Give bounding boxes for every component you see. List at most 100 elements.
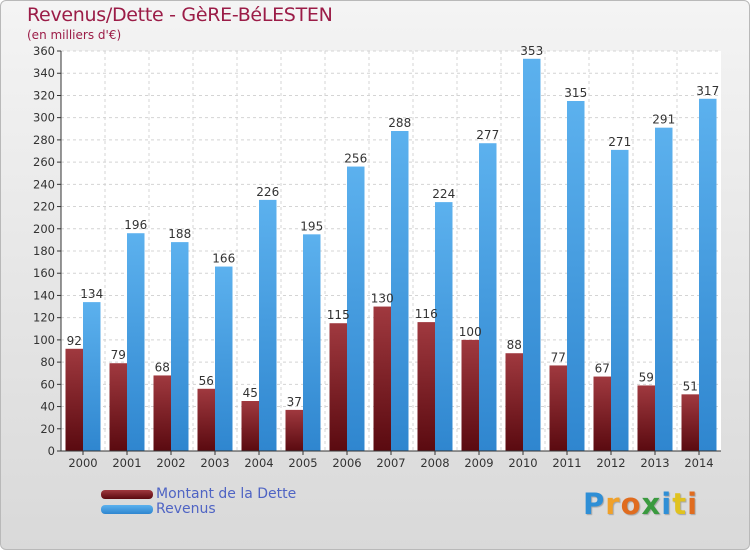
logo-letter: x (641, 487, 662, 521)
logo-letter: t (672, 487, 688, 521)
y-tick-label: 280 (33, 133, 55, 147)
label-dette-2008: 116 (415, 307, 438, 321)
label-revenus-2004: 226 (256, 185, 279, 199)
bar-dette-2001 (109, 363, 127, 451)
bar-dette-2014 (681, 394, 699, 451)
bar-revenus-2013 (655, 127, 673, 452)
logo-letter: i (687, 487, 699, 521)
label-revenus-2002: 188 (168, 227, 191, 241)
legend-swatch-debt (101, 490, 153, 499)
bar-dette-2004 (241, 401, 259, 451)
label-revenus-2001: 196 (124, 218, 147, 232)
x-tick-label-2013: 2013 (640, 456, 669, 470)
x-tick-label-2004: 2004 (244, 456, 273, 470)
label-revenus-2012: 271 (608, 135, 631, 149)
chart-title: Revenus/Dette - GèRE-BéLESTEN (27, 4, 333, 26)
label-dette-2014: 51 (683, 379, 698, 393)
label-dette-2012: 67 (595, 362, 610, 376)
label-dette-2007: 130 (371, 292, 394, 306)
y-tick-label: 60 (40, 377, 55, 391)
y-tick-label: 220 (33, 200, 55, 214)
x-tick-label-2009: 2009 (464, 456, 493, 470)
label-revenus-2000: 134 (80, 287, 103, 301)
bar-dette-2003 (197, 388, 215, 451)
x-tick-label-2002: 2002 (156, 456, 185, 470)
bar-dette-2010 (505, 353, 523, 451)
proxiti-logo: Proxiti (583, 487, 698, 521)
label-revenus-2007: 288 (388, 116, 411, 130)
bar-revenus-2004 (259, 199, 277, 451)
x-tick-label-2007: 2007 (376, 456, 405, 470)
bar-revenus-2001 (127, 233, 145, 451)
y-tick-label: 260 (33, 155, 55, 169)
bar-revenus-2009 (479, 143, 497, 451)
bar-revenus-2005 (303, 234, 321, 451)
y-tick-label: 120 (33, 311, 55, 325)
x-tick-label-2003: 2003 (200, 456, 229, 470)
y-tick-label: 100 (33, 333, 55, 347)
y-tick-label: 180 (33, 244, 55, 258)
bar-revenus-2014 (699, 98, 717, 452)
y-tick-label: 80 (40, 355, 55, 369)
label-dette-2010: 88 (507, 338, 522, 352)
bar-dette-2009 (461, 339, 479, 451)
x-tick-label-2005: 2005 (288, 456, 317, 470)
x-tick-label-2000: 2000 (68, 456, 97, 470)
label-revenus-2013: 291 (652, 113, 675, 127)
legend-label-revenus: Revenus (156, 501, 216, 517)
label-dette-2006: 115 (327, 308, 350, 322)
logo-letter: o (620, 487, 642, 521)
y-tick-label: 160 (33, 266, 55, 280)
bar-dette-2013 (637, 385, 655, 451)
y-tick-label: 0 (48, 444, 55, 458)
y-tick-label: 20 (40, 422, 55, 436)
logo-letter: i (661, 487, 673, 521)
logo-letter: P (583, 487, 606, 521)
bar-dette-2011 (549, 365, 567, 451)
x-tick-label-2001: 2001 (112, 456, 141, 470)
label-revenus-2003: 166 (212, 252, 235, 266)
label-revenus-2005: 195 (300, 219, 323, 233)
bar-revenus-2008 (435, 202, 453, 451)
legend-swatch-revenus (101, 505, 153, 514)
bar-revenus-2000 (83, 302, 101, 451)
y-tick-label: 300 (33, 111, 55, 125)
y-tick-label: 320 (33, 88, 55, 102)
y-tick-label: 140 (33, 288, 55, 302)
label-dette-2004: 45 (243, 386, 258, 400)
label-dette-2003: 56 (199, 374, 214, 388)
bar-revenus-2010 (523, 58, 541, 452)
y-tick-label: 340 (33, 66, 55, 80)
x-tick-label-2014: 2014 (684, 456, 713, 470)
label-revenus-2011: 315 (564, 86, 587, 100)
bar-dette-2007 (373, 306, 391, 451)
bar-revenus-2003 (215, 266, 233, 451)
label-revenus-2010: 353 (520, 44, 543, 58)
x-tick-label-2012: 2012 (596, 456, 625, 470)
chart-subtitle: (en milliers d'€) (27, 28, 122, 42)
bar-dette-2006 (329, 323, 347, 451)
legend-label-debt: Montant de la Dette (156, 486, 297, 502)
bar-revenus-2006 (347, 166, 365, 452)
bar-revenus-2002 (171, 242, 189, 451)
bar-dette-2012 (593, 376, 611, 451)
x-tick-label-2008: 2008 (420, 456, 449, 470)
bar-revenus-2012 (611, 149, 629, 451)
label-dette-2009: 100 (459, 325, 482, 339)
label-dette-2002: 68 (155, 360, 170, 374)
bar-dette-2005 (285, 409, 303, 451)
label-dette-2000: 92 (67, 334, 82, 348)
label-dette-2001: 79 (111, 348, 126, 362)
y-tick-label: 360 (33, 44, 55, 58)
x-tick-label-2006: 2006 (332, 456, 361, 470)
label-revenus-2009: 277 (476, 128, 499, 142)
bar-dette-2002 (153, 375, 171, 451)
bar-dette-2000 (65, 348, 83, 451)
label-revenus-2008: 224 (432, 187, 455, 201)
x-tick-label-2011: 2011 (552, 456, 581, 470)
label-revenus-2014: 317 (696, 84, 719, 98)
bar-revenus-2011 (567, 101, 585, 451)
label-dette-2005: 37 (287, 395, 302, 409)
